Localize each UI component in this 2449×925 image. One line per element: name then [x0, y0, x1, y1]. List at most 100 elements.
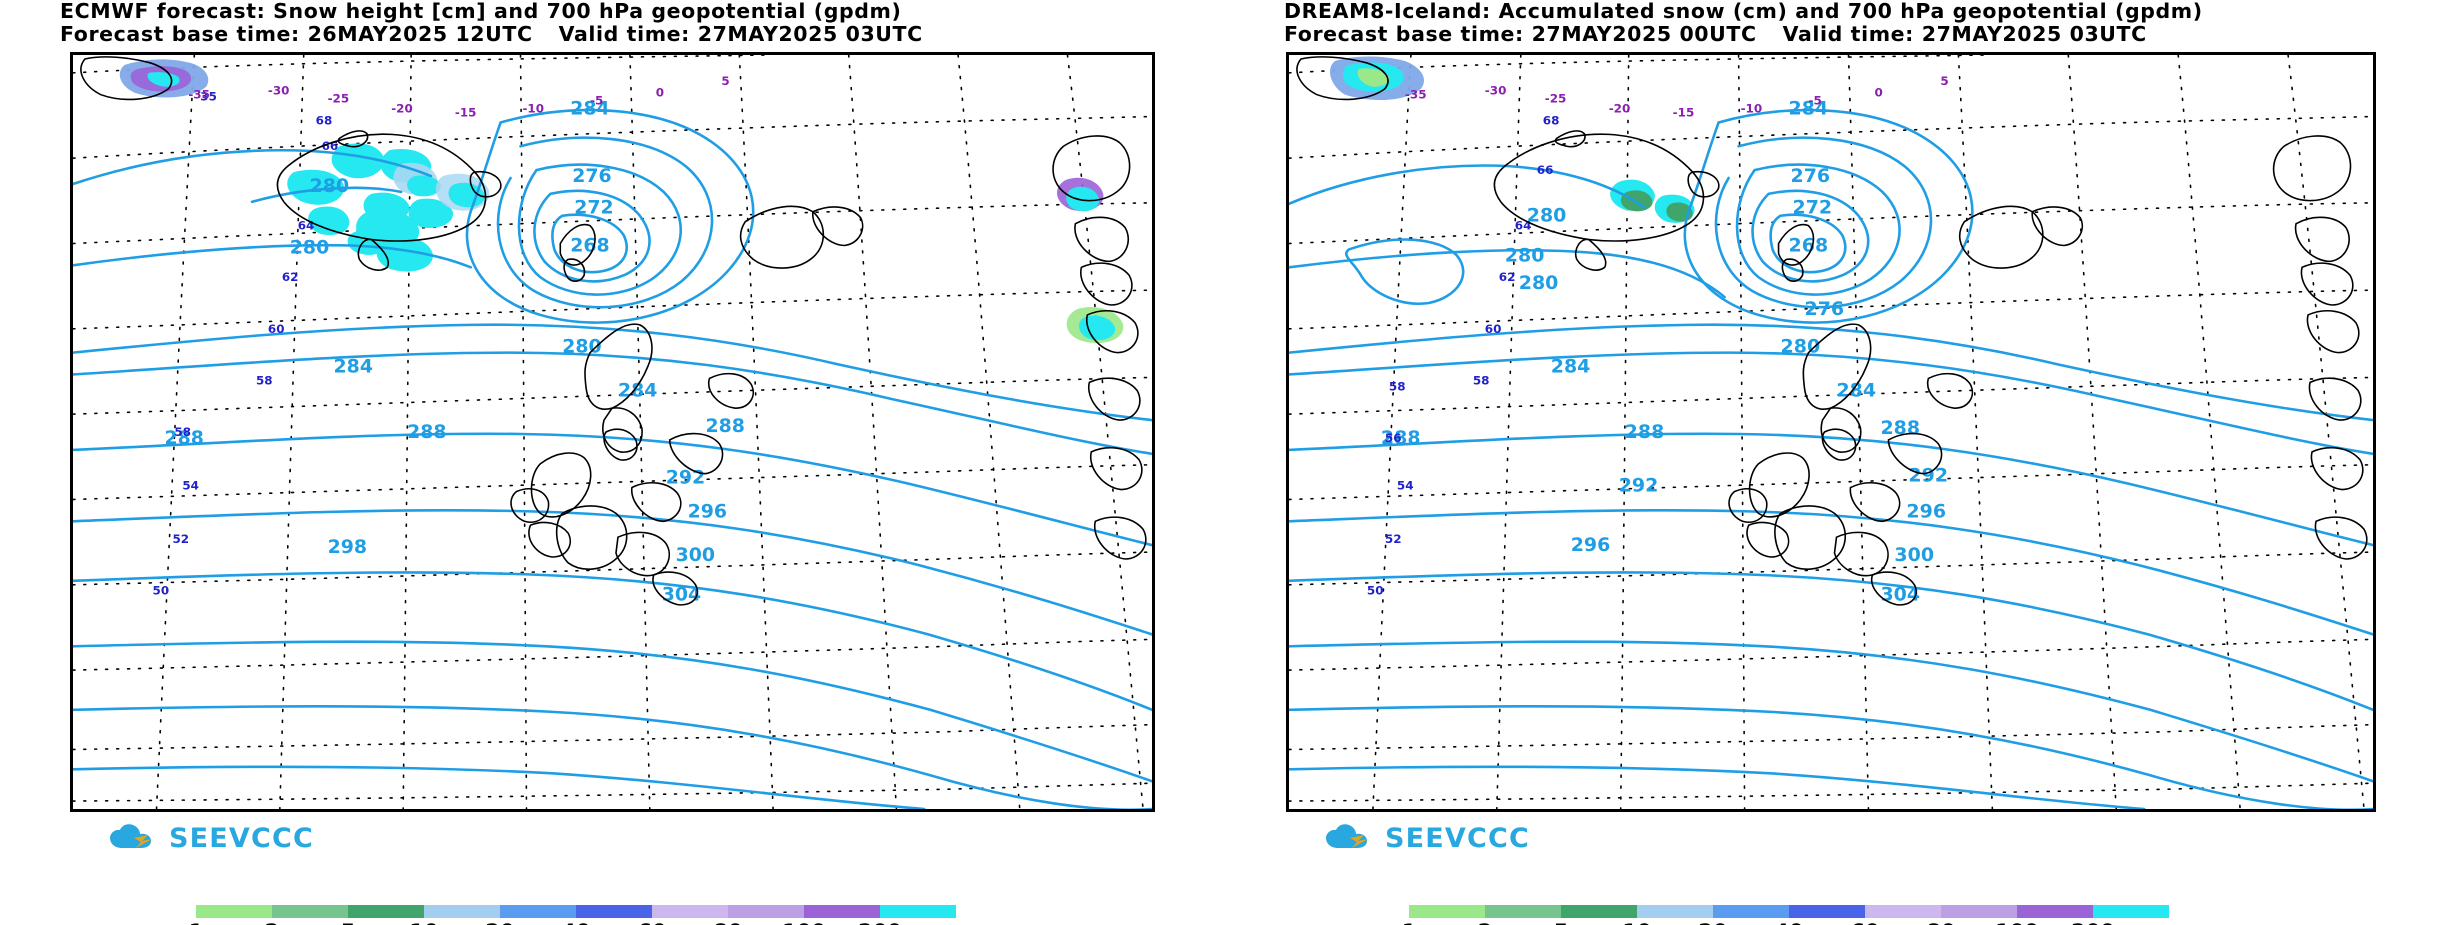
panel-ecmwf: ECMWF forecast: Snow height [cm] and 700… — [0, 0, 1224, 925]
svg-text:62: 62 — [282, 270, 299, 284]
contour-label-292: 292 — [666, 467, 705, 489]
colorbar-tick-100: 100 — [1995, 920, 2039, 925]
colorbar-segment-7 — [652, 905, 728, 918]
contour-label-280-b: 280 — [290, 236, 329, 258]
contour-label-296: 296 — [688, 500, 727, 522]
svg-text:60: 60 — [268, 322, 285, 336]
colorbar-tick-10: 10 — [1622, 920, 1651, 925]
svg-text:52: 52 — [172, 532, 189, 546]
colorbar-swatches-left — [196, 905, 956, 918]
colorbar-tick-200: 200 — [858, 920, 902, 925]
colorbar-labels-left: 1 2 5 10 20 40 60 80 100 200 — [189, 918, 956, 925]
svg-text:0: 0 — [656, 86, 664, 100]
colorbar-tick-200: 200 — [2071, 920, 2115, 925]
contour-label-300: 300 — [1894, 544, 1934, 566]
colorbar-segment-2 — [272, 905, 348, 918]
panel-dream8: DREAM8-Iceland: Accumulated snow (cm) an… — [1224, 0, 2448, 925]
svg-text:64: 64 — [298, 219, 315, 233]
contour-label-280-a: 280 — [1527, 205, 1567, 227]
contour-label-280-b: 280 — [1505, 244, 1545, 266]
svg-text:52: 52 — [1385, 532, 1402, 546]
svg-text:64: 64 — [1515, 219, 1532, 233]
longitude-labels-dream8: -35 -30 -25 -20 -15 -10 -5 0 5 — [1405, 74, 1949, 120]
svg-text:50: 50 — [153, 584, 170, 598]
svg-text:-30: -30 — [268, 84, 290, 98]
colorbar-tick-2: 2 — [265, 920, 280, 925]
colorbar-segment-8 — [728, 905, 804, 918]
snow-shading-ecmwf — [119, 59, 1124, 343]
contour-label-288-b: 288 — [1381, 427, 1421, 449]
svg-text:60: 60 — [1485, 322, 1502, 336]
latitude-labels-dream8: 68 66 64 62 60 58 58 56 54 52 50 — [1367, 113, 1560, 597]
colorbar-tick-5: 5 — [341, 920, 356, 925]
svg-text:-20: -20 — [1609, 102, 1631, 116]
svg-text:50: 50 — [1367, 584, 1384, 598]
panel-titles-left: ECMWF forecast: Snow height [cm] and 700… — [0, 0, 1224, 46]
colorbar-tick-80: 80 — [1926, 920, 1955, 925]
colorbar-segment-3 — [1561, 905, 1637, 918]
svg-text:58: 58 — [174, 425, 191, 439]
svg-text:68: 68 — [316, 113, 333, 127]
colorbar-tick-5: 5 — [1554, 920, 1569, 925]
colorbar-right: 1 2 5 10 20 40 60 80 100 200 — [1402, 905, 2169, 925]
colorbar-tick-1: 1 — [1402, 920, 1417, 925]
contour-label-272: 272 — [574, 197, 613, 219]
svg-text:56: 56 — [1385, 431, 1402, 445]
contour-label-268: 268 — [570, 234, 609, 256]
contour-label-280-a: 280 — [310, 175, 349, 197]
colorbar-tick-10: 10 — [409, 920, 438, 925]
colorbar-left: 1 2 5 10 20 40 60 80 100 200 — [189, 905, 956, 925]
colorbar-segment-4 — [1637, 905, 1713, 918]
svg-text:-35: -35 — [188, 88, 210, 102]
map-svg-dream8: 284 276 272 268 280 280 280 276 280 284 … — [1289, 55, 2373, 809]
colorbar-segment-9 — [2017, 905, 2093, 918]
colorbar-segment-6 — [576, 905, 652, 918]
base-time-label-left: Forecast base time: 26MAY2025 12UTC — [60, 22, 533, 46]
geopotential-labels-ecmwf: 284 276 272 268 280 280 280 284 288 288 … — [164, 98, 744, 606]
base-time-label-right: Forecast base time: 27MAY2025 00UTC — [1284, 22, 1757, 46]
svg-text:68: 68 — [1543, 113, 1560, 127]
colorbar-swatches-right — [1409, 905, 2169, 918]
map-canvas-ecmwf[interactable]: 284 276 272 268 280 280 280 284 288 288 … — [70, 52, 1155, 812]
colorbar-labels-right: 1 2 5 10 20 40 60 80 100 200 — [1402, 918, 2169, 925]
colorbar-segment-5 — [500, 905, 576, 918]
colorbar-segment-2 — [1485, 905, 1561, 918]
valid-time-label-left: Valid time: 27MAY2025 03UTC — [558, 22, 923, 46]
svg-text:-5: -5 — [1809, 94, 1822, 108]
svg-text:58: 58 — [1473, 373, 1490, 387]
panel-titles-right: DREAM8-Iceland: Accumulated snow (cm) an… — [1224, 0, 2448, 46]
contour-label-268: 268 — [1789, 234, 1829, 256]
contour-label-284: 284 — [334, 355, 373, 377]
cloud-icon-right — [1326, 824, 1368, 848]
colorbar-tick-60: 60 — [637, 920, 666, 925]
contour-label-298: 298 — [328, 536, 367, 558]
seevccc-logo-left: SEEVCCC — [108, 822, 314, 854]
contour-label-288-b: 288 — [164, 427, 203, 449]
contour-label-276: 276 — [1791, 165, 1831, 187]
colorbar-segment-6 — [1789, 905, 1865, 918]
colorbar-segment-10 — [880, 905, 956, 918]
contour-label-304: 304 — [1880, 584, 1920, 606]
contour-label-272: 272 — [1793, 197, 1833, 219]
svg-text:-10: -10 — [523, 102, 545, 116]
logo-text-left: SEEVCCC — [169, 822, 315, 854]
latitude-labels-ecmwf: 68 66 64 62 60 58 58 54 52 50 35 — [153, 90, 339, 598]
colorbar-tick-40: 40 — [1774, 920, 1803, 925]
valid-time-label-right: Valid time: 27MAY2025 03UTC — [1782, 22, 2147, 46]
coastlines-dream8 — [1296, 56, 2368, 606]
colorbar-tick-1: 1 — [189, 920, 204, 925]
map-canvas-dream8[interactable]: 284 276 272 268 280 280 280 276 280 284 … — [1286, 52, 2376, 812]
contour-label-292-a: 292 — [1619, 475, 1659, 497]
svg-text:-30: -30 — [1485, 84, 1507, 98]
svg-text:5: 5 — [1940, 74, 1948, 88]
colorbar-segment-4 — [424, 905, 500, 918]
colorbar-tick-40: 40 — [561, 920, 590, 925]
colorbar-tick-2: 2 — [1478, 920, 1493, 925]
colorbar-tick-60: 60 — [1850, 920, 1879, 925]
cloud-icon-left — [110, 824, 152, 848]
seevccc-logo-right: SEEVCCC — [1324, 822, 1530, 854]
contour-label-296-b: 296 — [1571, 534, 1611, 556]
contour-label-280-c: 280 — [562, 336, 601, 358]
contour-label-276: 276 — [572, 165, 611, 187]
